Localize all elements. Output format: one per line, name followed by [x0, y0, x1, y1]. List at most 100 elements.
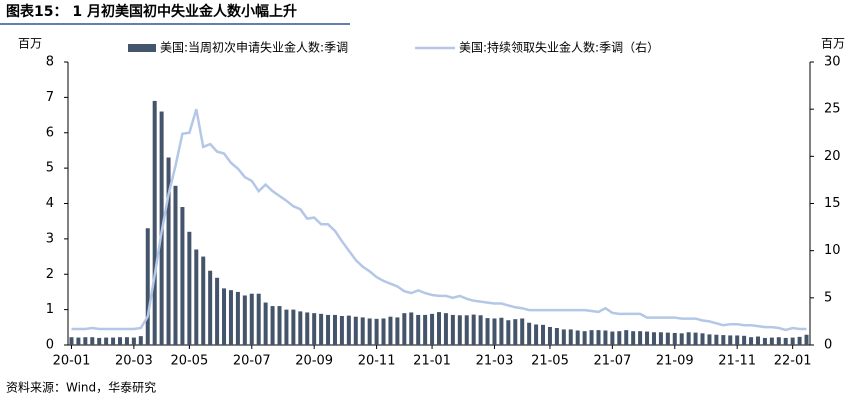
- source: 资料来源：Wind，华泰研究: [6, 380, 156, 395]
- x-tick-label: 21-01: [413, 354, 451, 369]
- bar: [332, 314, 337, 345]
- bar: [145, 228, 150, 345]
- bar: [492, 318, 497, 345]
- bar: [665, 332, 670, 345]
- bar: [443, 313, 448, 345]
- bar: [693, 332, 698, 345]
- bar: [194, 249, 199, 345]
- bar: [97, 337, 102, 345]
- bar: [790, 337, 795, 345]
- bar: [700, 333, 705, 345]
- bar: [138, 336, 143, 345]
- bar: [554, 328, 559, 345]
- bar: [298, 311, 303, 345]
- bar: [131, 337, 136, 345]
- bar: [686, 332, 691, 345]
- bar: [416, 314, 421, 345]
- bar: [645, 331, 650, 345]
- bar: [242, 295, 247, 345]
- bar: [374, 318, 379, 345]
- bar: [381, 318, 386, 345]
- bar: [360, 317, 365, 345]
- bar: [547, 326, 552, 345]
- legend-label: 美国:当周初次申请失业金人数:季调: [160, 40, 348, 55]
- bar: [672, 332, 677, 345]
- x-tick-label: 20-03: [115, 354, 153, 369]
- y-tick-label: 5: [46, 161, 54, 176]
- y2-tick-label: 15: [824, 196, 841, 211]
- bar: [437, 312, 441, 345]
- y2-tick-label: 30: [824, 55, 841, 70]
- bar: [208, 270, 213, 345]
- bar: [409, 312, 414, 345]
- bar: [471, 314, 476, 345]
- bar: [769, 337, 774, 345]
- bar: [485, 318, 490, 345]
- bar: [367, 318, 372, 345]
- bar: [728, 335, 733, 345]
- bar: [776, 337, 781, 345]
- y2-tick-label: 25: [824, 102, 841, 117]
- bar: [596, 330, 601, 345]
- bar: [617, 331, 622, 345]
- bar: [256, 293, 261, 345]
- legend-label: 美国:持续领取失业金人数:季调（右）: [459, 40, 659, 55]
- bar: [423, 314, 428, 345]
- legend-swatch: [128, 44, 156, 52]
- bar: [506, 320, 511, 345]
- bar: [513, 319, 518, 345]
- bar: [457, 315, 462, 345]
- bar: [353, 316, 358, 345]
- bar: [69, 337, 74, 345]
- bar: [589, 330, 594, 345]
- bar: [478, 315, 483, 345]
- x-tick-label: 20-05: [170, 354, 208, 369]
- bar: [395, 317, 400, 345]
- bar: [90, 337, 95, 345]
- bar: [76, 337, 81, 345]
- y-tick-label: 1: [46, 302, 54, 317]
- bar: [721, 335, 726, 345]
- bar: [305, 312, 310, 345]
- bar: [111, 337, 116, 345]
- title: 图表15： 1 月初美国初中失业金人数小幅上升: [6, 3, 297, 20]
- bar: [541, 324, 546, 345]
- bar: [180, 207, 185, 345]
- bar: [346, 315, 351, 345]
- x-tick-label: 20-11: [358, 354, 396, 369]
- bar: [527, 322, 532, 345]
- bar: [679, 333, 684, 345]
- bar: [270, 306, 275, 345]
- bar: [187, 231, 192, 345]
- bar: [235, 291, 240, 345]
- bar: [450, 314, 455, 345]
- y2-tick-label: 0: [824, 338, 832, 353]
- bar: [326, 314, 331, 345]
- bar: [263, 302, 268, 345]
- bar: [201, 256, 206, 345]
- y-tick-label: 8: [46, 55, 54, 70]
- y2-axis-unit: 百万: [821, 37, 845, 51]
- bar: [312, 313, 317, 345]
- bar: [568, 329, 573, 345]
- bar: [277, 306, 282, 345]
- bar: [631, 331, 636, 345]
- x-tick-label: 20-01: [53, 354, 91, 369]
- y-tick-label: 7: [46, 90, 54, 105]
- bar: [499, 317, 504, 345]
- bar: [651, 332, 656, 345]
- x-tick-label: 20-07: [233, 354, 271, 369]
- bar: [762, 337, 767, 345]
- bar: [534, 324, 539, 345]
- y-tick-label: 2: [46, 267, 54, 282]
- bar: [582, 331, 587, 345]
- bar: [339, 315, 344, 345]
- bar: [124, 337, 129, 345]
- bar: [638, 331, 643, 345]
- bar: [118, 337, 123, 345]
- bar: [742, 335, 747, 345]
- bar: [83, 337, 88, 345]
- y2-tick-label: 10: [824, 243, 841, 258]
- x-tick-label: 21-03: [476, 354, 514, 369]
